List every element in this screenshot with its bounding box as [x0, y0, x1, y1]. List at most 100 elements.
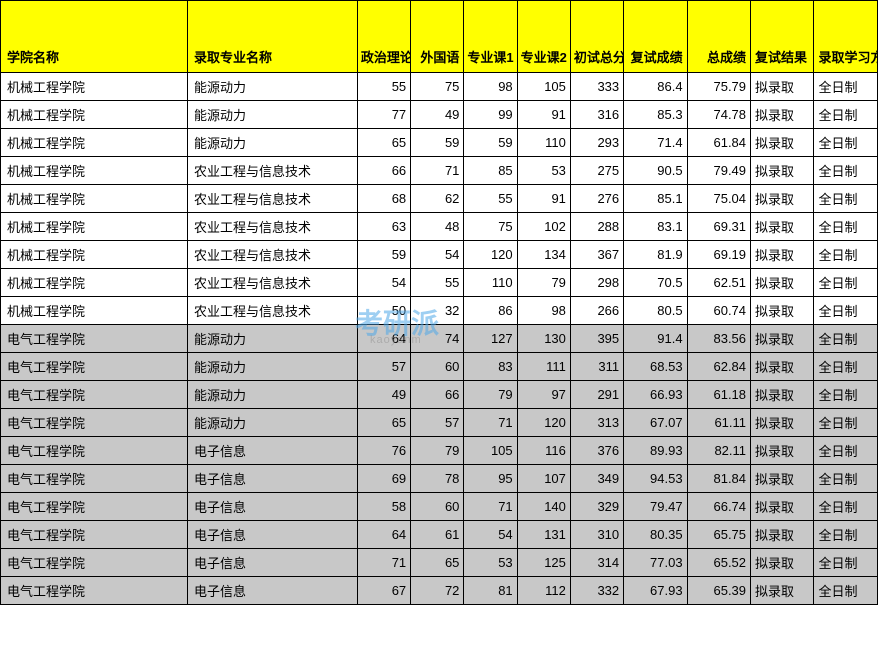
- cell-prelim: 332: [570, 577, 623, 605]
- cell-course1: 105: [464, 437, 517, 465]
- cell-foreign: 55: [411, 269, 464, 297]
- cell-college: 电气工程学院: [1, 521, 188, 549]
- table-row: 机械工程学院农业工程与信息技术5032869826680.560.74拟录取全日…: [1, 297, 878, 325]
- header-mode: 录取学习方式: [814, 1, 878, 73]
- cell-total: 62.84: [687, 353, 750, 381]
- cell-course2: 97: [517, 381, 570, 409]
- cell-major: 农业工程与信息技术: [187, 213, 357, 241]
- cell-retest: 77.03: [624, 549, 687, 577]
- header-total: 总成绩: [687, 1, 750, 73]
- cell-mode: 全日制: [814, 297, 878, 325]
- cell-result: 拟录取: [751, 269, 814, 297]
- table-row: 电气工程学院电子信息58607114032979.4766.74拟录取全日制: [1, 493, 878, 521]
- cell-college: 机械工程学院: [1, 241, 188, 269]
- cell-college: 电气工程学院: [1, 437, 188, 465]
- cell-prelim: 367: [570, 241, 623, 269]
- cell-course1: 95: [464, 465, 517, 493]
- header-course1: 专业课1: [464, 1, 517, 73]
- cell-politics: 57: [357, 353, 410, 381]
- cell-course2: 120: [517, 409, 570, 437]
- cell-college: 机械工程学院: [1, 129, 188, 157]
- cell-major: 电子信息: [187, 521, 357, 549]
- cell-major: 电子信息: [187, 493, 357, 521]
- table-row: 机械工程学院农业工程与信息技术595412013436781.969.19拟录取…: [1, 241, 878, 269]
- header-row: 学院名称 录取专业名称 政治理论 外国语 专业课1 专业课2 初试总分 复试成绩…: [1, 1, 878, 73]
- cell-foreign: 48: [411, 213, 464, 241]
- cell-course1: 110: [464, 269, 517, 297]
- cell-course1: 85: [464, 157, 517, 185]
- cell-foreign: 54: [411, 241, 464, 269]
- cell-major: 能源动力: [187, 353, 357, 381]
- cell-course2: 91: [517, 185, 570, 213]
- cell-result: 拟录取: [751, 437, 814, 465]
- cell-major: 能源动力: [187, 381, 357, 409]
- cell-prelim: 266: [570, 297, 623, 325]
- header-result: 复试结果: [751, 1, 814, 73]
- cell-college: 电气工程学院: [1, 577, 188, 605]
- cell-mode: 全日制: [814, 493, 878, 521]
- cell-prelim: 313: [570, 409, 623, 437]
- cell-course2: 130: [517, 325, 570, 353]
- cell-result: 拟录取: [751, 129, 814, 157]
- table-row: 电气工程学院电子信息767910511637689.9382.11拟录取全日制: [1, 437, 878, 465]
- cell-retest: 90.5: [624, 157, 687, 185]
- cell-major: 能源动力: [187, 409, 357, 437]
- table-row: 机械工程学院能源动力7749999131685.374.78拟录取全日制: [1, 101, 878, 129]
- cell-major: 电子信息: [187, 437, 357, 465]
- cell-result: 拟录取: [751, 549, 814, 577]
- cell-retest: 71.4: [624, 129, 687, 157]
- cell-prelim: 314: [570, 549, 623, 577]
- cell-course2: 91: [517, 101, 570, 129]
- cell-college: 电气工程学院: [1, 465, 188, 493]
- cell-retest: 67.93: [624, 577, 687, 605]
- cell-mode: 全日制: [814, 101, 878, 129]
- cell-politics: 69: [357, 465, 410, 493]
- cell-course2: 134: [517, 241, 570, 269]
- table-body: 机械工程学院能源动力55759810533386.475.79拟录取全日制机械工…: [1, 73, 878, 605]
- cell-course2: 125: [517, 549, 570, 577]
- cell-mode: 全日制: [814, 465, 878, 493]
- cell-retest: 79.47: [624, 493, 687, 521]
- cell-prelim: 291: [570, 381, 623, 409]
- cell-major: 农业工程与信息技术: [187, 269, 357, 297]
- header-college: 学院名称: [1, 1, 188, 73]
- table-row: 机械工程学院能源动力65595911029371.461.84拟录取全日制: [1, 129, 878, 157]
- cell-course2: 111: [517, 353, 570, 381]
- cell-total: 82.11: [687, 437, 750, 465]
- cell-retest: 80.35: [624, 521, 687, 549]
- cell-course1: 99: [464, 101, 517, 129]
- cell-result: 拟录取: [751, 577, 814, 605]
- cell-foreign: 72: [411, 577, 464, 605]
- cell-course2: 102: [517, 213, 570, 241]
- cell-course2: 53: [517, 157, 570, 185]
- table-row: 电气工程学院能源动力57608311131168.5362.84拟录取全日制: [1, 353, 878, 381]
- table-row: 电气工程学院能源动力4966799729166.9361.18拟录取全日制: [1, 381, 878, 409]
- cell-course2: 98: [517, 297, 570, 325]
- cell-course1: 120: [464, 241, 517, 269]
- cell-college: 机械工程学院: [1, 157, 188, 185]
- cell-course1: 75: [464, 213, 517, 241]
- cell-college: 机械工程学院: [1, 269, 188, 297]
- cell-mode: 全日制: [814, 577, 878, 605]
- cell-prelim: 329: [570, 493, 623, 521]
- cell-course2: 116: [517, 437, 570, 465]
- cell-total: 61.11: [687, 409, 750, 437]
- cell-total: 62.51: [687, 269, 750, 297]
- cell-total: 65.39: [687, 577, 750, 605]
- cell-result: 拟录取: [751, 101, 814, 129]
- table-row: 电气工程学院电子信息69789510734994.5381.84拟录取全日制: [1, 465, 878, 493]
- cell-course2: 105: [517, 73, 570, 101]
- table-row: 电气工程学院电子信息71655312531477.0365.52拟录取全日制: [1, 549, 878, 577]
- cell-college: 电气工程学院: [1, 493, 188, 521]
- cell-retest: 80.5: [624, 297, 687, 325]
- cell-major: 农业工程与信息技术: [187, 241, 357, 269]
- cell-total: 61.18: [687, 381, 750, 409]
- table-row: 电气工程学院电子信息64615413131080.3565.75拟录取全日制: [1, 521, 878, 549]
- cell-foreign: 74: [411, 325, 464, 353]
- cell-college: 电气工程学院: [1, 409, 188, 437]
- cell-mode: 全日制: [814, 185, 878, 213]
- table-row: 机械工程学院能源动力55759810533386.475.79拟录取全日制: [1, 73, 878, 101]
- cell-foreign: 71: [411, 157, 464, 185]
- cell-result: 拟录取: [751, 493, 814, 521]
- table-row: 机械工程学院农业工程与信息技术6671855327590.579.49拟录取全日…: [1, 157, 878, 185]
